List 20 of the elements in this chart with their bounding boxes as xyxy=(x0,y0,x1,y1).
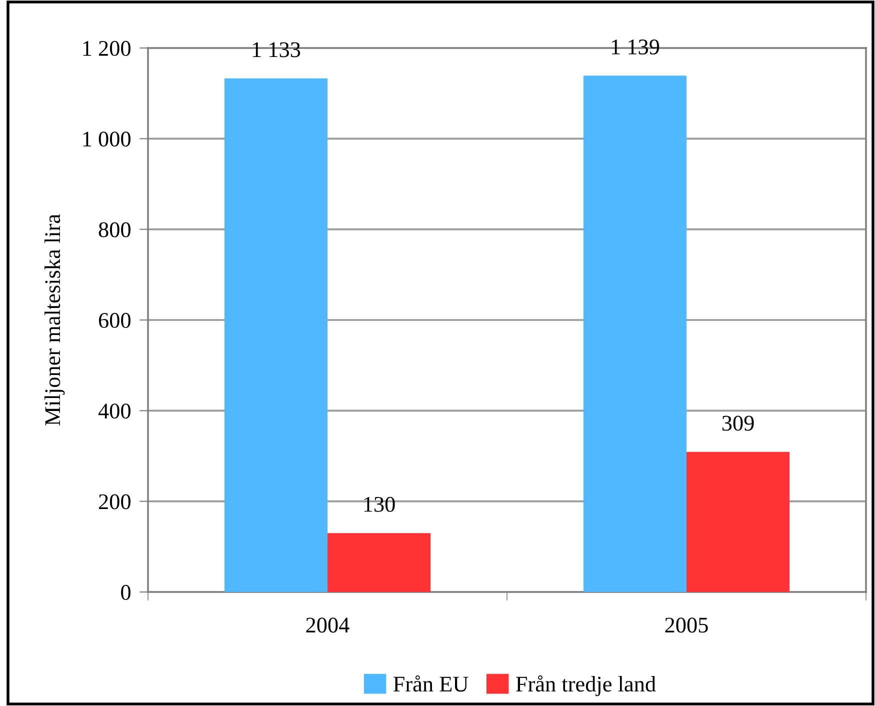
data-label: 130 xyxy=(364,496,395,512)
bar xyxy=(328,533,431,592)
y-tick-label: 800 xyxy=(98,222,130,238)
y-tick-label: 0 xyxy=(121,584,130,600)
data-label: 1 133 xyxy=(252,42,300,58)
y-tick-label: 1 000 xyxy=(83,132,130,147)
bar xyxy=(686,452,790,592)
bar xyxy=(224,78,328,592)
x-tick-label: 2004 xyxy=(306,618,350,633)
y-tick-label: 600 xyxy=(98,312,130,328)
y-tick-label: 1 200 xyxy=(83,40,130,56)
data-label: 1 139 xyxy=(612,40,660,54)
data-label: 309 xyxy=(722,416,754,431)
y-tick-label: 400 xyxy=(98,404,130,419)
legend-label: Från tredje land xyxy=(516,675,656,696)
bar xyxy=(583,76,686,592)
x-tick-label: 2005 xyxy=(665,618,708,633)
y-tick-label: 200 xyxy=(98,494,130,510)
y-axis-title: Miljoner maltesiska lira xyxy=(44,214,65,426)
legend-label: Från EU xyxy=(393,675,468,692)
